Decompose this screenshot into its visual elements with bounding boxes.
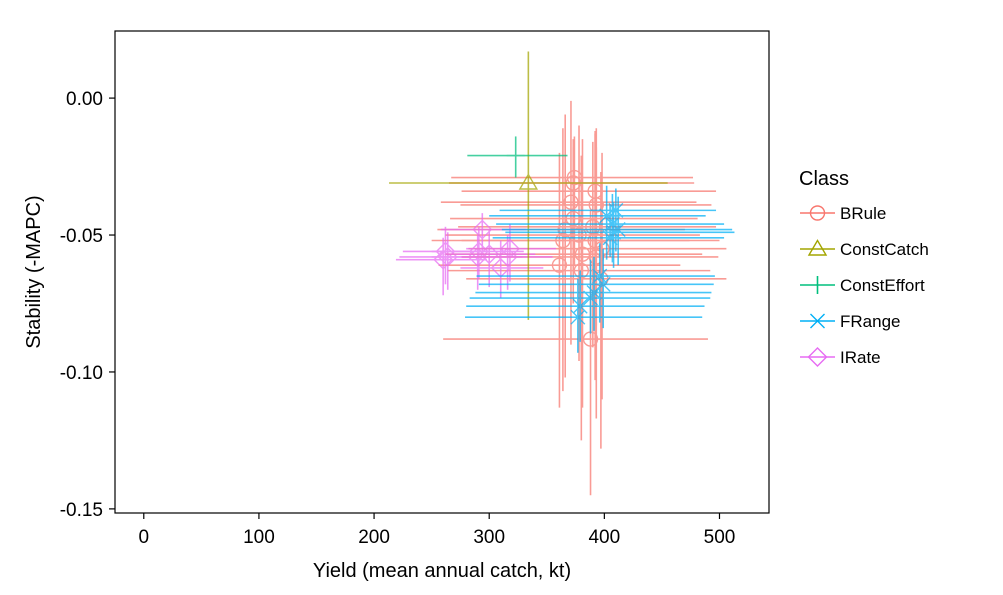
series-frange	[465, 185, 735, 353]
x-tick-label: 300	[473, 527, 505, 548]
legend-label-brule: BRule	[840, 204, 886, 223]
data-point-irate	[437, 246, 458, 267]
data-point-brule	[555, 232, 571, 249]
panel-border	[114, 30, 770, 514]
data-point-brule	[594, 241, 610, 257]
axes: 0 100 200 300 400 500 0.00 -0.05 -0.10 -0.15	[60, 89, 736, 548]
legend-item-irate: IRate	[800, 347, 881, 367]
x-tick-label: 0	[138, 527, 149, 548]
data-point-brule	[565, 210, 581, 227]
data-point-frange	[570, 309, 586, 325]
legend-item-consteffort: ConstEffort	[800, 276, 925, 295]
legend-label-irate: IRate	[840, 348, 881, 367]
legend-label-constcatch: ConstCatch	[840, 240, 929, 259]
series-constcatch	[389, 51, 668, 320]
data-point-brule	[563, 194, 579, 210]
data-point-brule	[551, 257, 568, 273]
legend-item-constcatch: ConstCatch	[800, 239, 929, 259]
x-tick-label: 100	[243, 527, 275, 548]
series-irate	[395, 213, 556, 299]
data-point-irate	[467, 246, 488, 267]
legend-item-brule: BRule	[800, 204, 886, 223]
legend-item-frange: FRange	[800, 312, 900, 331]
data-point-consteffort	[506, 146, 525, 165]
y-axis-title: Stability (-MAPC)	[23, 195, 45, 348]
data-point-frange	[599, 208, 615, 224]
legend-marker-brule	[809, 205, 826, 221]
data-point-frange	[608, 202, 624, 218]
data-point-constcatch	[518, 173, 539, 190]
x-axis-title: Yield (mean annual catch, kt)	[313, 560, 571, 582]
y-tick-label: 0.00	[66, 89, 103, 110]
legend: Class BRule ConstCatch ConstEffort FRange IR…	[799, 168, 929, 367]
data-point-frange	[592, 268, 608, 284]
legend-label-frange: FRange	[840, 312, 900, 331]
legend-marker-frange	[810, 313, 825, 329]
data-point-irate	[433, 249, 454, 270]
legend-marker-irate	[807, 347, 828, 367]
x-tick-label: 400	[588, 527, 620, 548]
y-tick-label: -0.05	[60, 226, 103, 247]
x-tick-label: 200	[358, 527, 390, 548]
data-point-frange	[583, 290, 599, 306]
data-point-brule	[573, 262, 590, 279]
plot-area	[389, 51, 735, 496]
data-point-brule	[571, 227, 587, 243]
data-point-irate	[472, 219, 493, 240]
series-consteffort	[467, 136, 568, 178]
legend-marker-constcatch	[807, 239, 828, 256]
data-point-irate	[479, 244, 500, 265]
y-tick-label: -0.15	[60, 500, 103, 521]
data-point-frange	[595, 276, 611, 292]
data-point-frange	[602, 230, 618, 246]
x-tick-label: 500	[704, 527, 736, 548]
legend-label-consteffort: ConstEffort	[840, 276, 925, 295]
legend-title: Class	[799, 168, 849, 190]
y-tick-label: -0.10	[60, 363, 103, 384]
